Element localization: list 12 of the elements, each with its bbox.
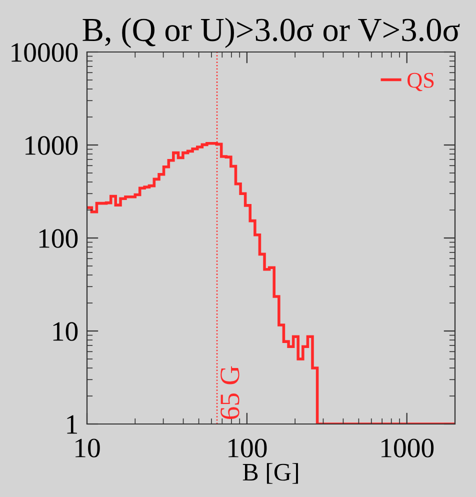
ref-line-label: 65 G — [220, 366, 240, 419]
y-tick-label: 1 — [67, 415, 77, 434]
y-tick-label: 10000 — [12, 43, 78, 62]
y-tick-label: 100 — [39, 229, 78, 248]
x-axis-title: B [G] — [242, 463, 298, 484]
chart-title: B, (Q or U)>3.0σ or V>3.0σ — [82, 18, 460, 48]
x-tick-label: 10 — [76, 438, 100, 458]
x-tick-label: 1000 — [382, 438, 434, 458]
y-tick-label: 1000 — [26, 136, 78, 155]
y-tick-label: 10 — [53, 322, 78, 341]
legend-label: QS — [408, 72, 434, 92]
x-tick-label: 100 — [228, 438, 267, 458]
